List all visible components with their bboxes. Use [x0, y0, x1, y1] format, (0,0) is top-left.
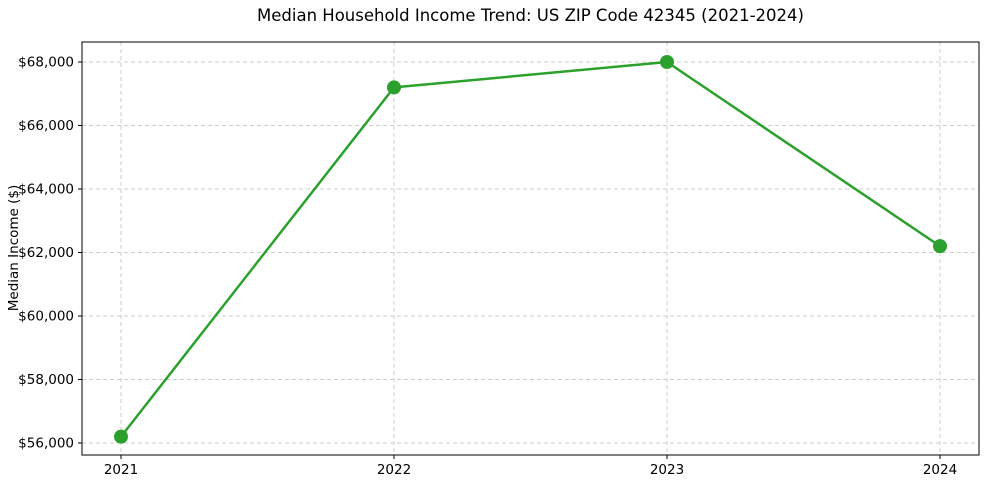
chart-title: Median Household Income Trend: US ZIP Co…	[257, 6, 804, 25]
x-tick-label: 2021	[104, 462, 138, 478]
plot-frame	[81, 41, 980, 456]
y-tick-label: $60,000	[18, 308, 74, 324]
x-tick-label: 2022	[377, 462, 411, 478]
y-tick-label: $64,000	[18, 182, 74, 198]
y-tick-label: $58,000	[18, 372, 74, 388]
data-point-2021	[114, 429, 128, 444]
y-tick-label: $66,000	[18, 118, 74, 134]
x-tick-label: 2023	[650, 462, 684, 478]
data-point-2024	[933, 239, 947, 254]
x-tick-label: 2024	[923, 462, 957, 478]
y-tick-label: $62,000	[18, 245, 74, 261]
y-axis-label: Median Income ($)	[6, 184, 22, 312]
trend-line	[119, 60, 942, 438]
data-point-2023	[660, 55, 674, 70]
y-tick-label: $68,000	[18, 55, 74, 71]
y-tick-label: $56,000	[18, 435, 74, 451]
data-point-2022	[387, 80, 401, 95]
